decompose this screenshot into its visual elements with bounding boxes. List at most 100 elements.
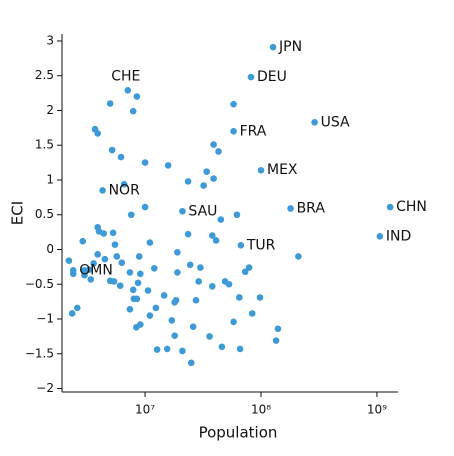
point: [257, 166, 265, 174]
point-label: MEX: [267, 162, 298, 178]
point: [174, 269, 181, 276]
point: [171, 332, 178, 339]
point: [110, 278, 118, 285]
point: [94, 251, 101, 258]
point-label: CHN: [396, 199, 427, 215]
point: [208, 283, 216, 290]
point: [210, 141, 217, 148]
y-tick-label: 2.5: [35, 68, 54, 82]
point: [272, 337, 280, 344]
point: [189, 323, 197, 330]
point-label: JPN: [278, 39, 302, 55]
point: [99, 187, 106, 194]
point: [152, 304, 160, 312]
point: [134, 279, 142, 287]
point: [311, 118, 318, 126]
point-label: IND: [386, 228, 411, 244]
point: [186, 261, 194, 269]
point: [108, 146, 116, 154]
point: [79, 237, 87, 245]
point: [133, 93, 141, 100]
point: [195, 278, 202, 285]
point: [192, 296, 200, 304]
point: [69, 270, 77, 278]
point: [160, 292, 168, 299]
point: [116, 282, 124, 289]
point: [141, 159, 149, 166]
point: [187, 359, 195, 367]
point: [212, 237, 220, 244]
point: [248, 310, 256, 317]
point: [179, 347, 186, 355]
point: [217, 216, 225, 223]
point: [269, 43, 277, 51]
point: [184, 178, 192, 185]
point: [206, 333, 213, 340]
y-axis-label: ECI: [9, 201, 27, 225]
point: [153, 346, 161, 353]
point: [81, 271, 88, 279]
point: [126, 305, 134, 313]
point: [127, 211, 135, 219]
x-tick-label: 10⁷: [135, 403, 155, 417]
point: [236, 345, 244, 353]
point: [73, 304, 81, 312]
point: [129, 286, 137, 294]
point: [210, 175, 217, 182]
point: [386, 203, 394, 211]
point: [65, 257, 73, 264]
point-label: CHE: [111, 68, 140, 84]
point: [245, 264, 253, 271]
point-label: BRA: [297, 200, 326, 216]
point: [203, 168, 210, 175]
point: [146, 239, 154, 246]
point: [68, 310, 76, 317]
point: [118, 259, 126, 267]
point: [230, 100, 237, 108]
point: [230, 318, 237, 326]
point: [218, 343, 226, 351]
point: [111, 241, 119, 248]
point: [171, 299, 178, 306]
point: [109, 229, 117, 237]
point: [100, 230, 108, 237]
point: [295, 253, 302, 260]
point: [233, 211, 241, 219]
point-label: USA: [321, 114, 350, 130]
x-axis-label: Population: [199, 424, 278, 442]
point: [256, 294, 264, 301]
point: [376, 232, 384, 240]
point-label: OMN: [79, 262, 113, 278]
point: [101, 255, 109, 263]
y-tick-label: −2: [36, 381, 54, 395]
point: [129, 107, 137, 115]
y-tick-label: −0.5: [25, 277, 54, 291]
point: [137, 321, 144, 328]
point-label: NOR: [109, 182, 140, 198]
point: [287, 205, 294, 212]
point: [208, 232, 216, 239]
point-label: DEU: [257, 69, 287, 85]
x-tick-label: 10⁸: [251, 403, 271, 417]
point: [135, 253, 143, 260]
point: [168, 317, 176, 324]
point: [200, 182, 207, 189]
point: [106, 100, 114, 107]
point: [120, 180, 128, 188]
point: [113, 253, 121, 260]
point: [150, 264, 158, 272]
x-tick-label: 10⁹: [367, 403, 387, 417]
point: [197, 264, 204, 271]
y-tick-label: −1.5: [25, 346, 54, 360]
point: [230, 128, 237, 135]
y-tick-label: 0.5: [35, 207, 54, 221]
point-label: SAU: [188, 203, 217, 219]
point: [163, 345, 171, 353]
point-label: FRA: [240, 123, 267, 139]
point: [237, 242, 245, 249]
point: [144, 287, 152, 294]
point-label: TUR: [246, 237, 276, 253]
point: [241, 268, 249, 276]
point: [225, 280, 233, 288]
